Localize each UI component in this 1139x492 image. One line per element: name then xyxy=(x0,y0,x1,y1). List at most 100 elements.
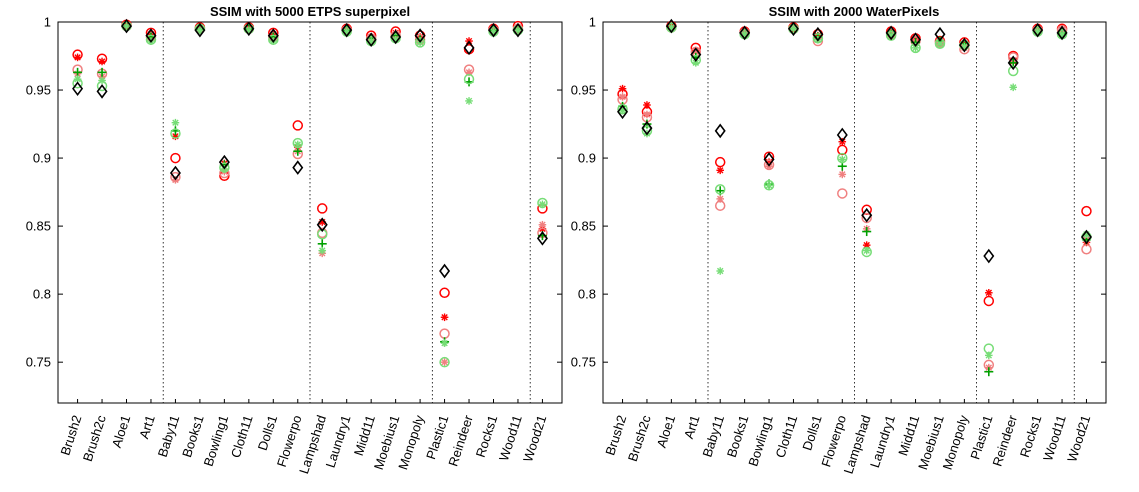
x-tick-label: Brush2 xyxy=(602,413,629,457)
data-point xyxy=(292,160,304,175)
data-point xyxy=(641,120,653,136)
data-point xyxy=(414,28,426,43)
data-point xyxy=(440,358,449,366)
x-tick-label: Rocks1 xyxy=(473,413,501,459)
chart-title: SSIM with 2000 WaterPixels xyxy=(769,4,940,19)
data-point xyxy=(196,26,204,34)
data-point xyxy=(934,26,946,42)
data-point xyxy=(716,166,725,175)
data-point xyxy=(911,44,920,52)
x-tick-label: Art1 xyxy=(136,413,158,440)
data-point xyxy=(787,21,799,37)
data-point xyxy=(414,37,426,48)
data-point xyxy=(665,18,677,34)
data-point xyxy=(984,351,993,360)
data-point xyxy=(618,84,627,93)
ssim-etps-chart: SSIM with 5000 ETPS superpixel 0.75 0.8 0.… xyxy=(26,4,563,476)
data-point xyxy=(536,231,548,246)
x-tick-label: Brush2c xyxy=(80,413,109,463)
data-point xyxy=(716,267,725,275)
data-point xyxy=(714,156,726,168)
y-tick-label: 1 xyxy=(589,15,596,30)
data-point xyxy=(763,180,775,191)
data-point xyxy=(862,246,871,255)
x-tick-label: Wood21 xyxy=(520,413,549,463)
data-point xyxy=(1081,243,1092,255)
data-point xyxy=(73,53,82,62)
data-point xyxy=(243,21,255,37)
data-point xyxy=(885,25,897,41)
data-point xyxy=(169,165,181,181)
y-tick-label: 0.8 xyxy=(578,287,596,302)
data-point xyxy=(145,28,157,43)
data-point xyxy=(618,93,627,101)
data-point xyxy=(1009,83,1018,92)
x-tick-label: Baby11 xyxy=(155,413,183,459)
data-point xyxy=(1081,205,1092,217)
x-tick-label: Dolls1 xyxy=(255,413,280,452)
data-point xyxy=(910,42,921,54)
y-tick-label: 0.85 xyxy=(571,219,596,234)
data-point xyxy=(218,154,230,170)
y-tick-label: 0.95 xyxy=(571,83,596,98)
data-point xyxy=(292,120,304,131)
y-tick-label: 0.9 xyxy=(33,151,51,166)
data-point xyxy=(440,339,449,347)
data-point xyxy=(439,328,450,339)
x-tick-label: Cloth11 xyxy=(228,413,256,459)
data-point xyxy=(838,155,847,164)
data-point xyxy=(837,188,848,199)
x-tick-label: Wood21 xyxy=(1064,413,1093,463)
data-point xyxy=(910,32,922,48)
data-point xyxy=(1032,22,1044,38)
data-point xyxy=(463,40,475,56)
x-tick-label: Midd11 xyxy=(351,413,378,457)
chart-title: SSIM with 5000 ETPS superpixel xyxy=(210,4,410,19)
data-point xyxy=(538,200,547,209)
data-point xyxy=(714,184,726,195)
x-tick-label: Plastic1 xyxy=(967,413,995,461)
data-point xyxy=(121,18,133,34)
data-point xyxy=(690,47,702,62)
data-point xyxy=(122,22,131,30)
data-point xyxy=(73,67,83,77)
data-point xyxy=(440,313,449,322)
ssim-waterpixels-chart: SSIM with 2000 WaterPixels 0.75 0.8 0.85 0.… xyxy=(571,4,1107,476)
data-point xyxy=(984,288,993,297)
x-tick-label: Brush2 xyxy=(57,413,84,457)
y-tick-label: 0.95 xyxy=(26,83,51,98)
data-point xyxy=(465,97,473,105)
x-tick-label: Rocks1 xyxy=(1017,413,1045,459)
data-point xyxy=(318,246,327,255)
data-point xyxy=(316,203,328,214)
data-point xyxy=(317,239,327,249)
data-point xyxy=(514,26,522,34)
data-point xyxy=(98,57,106,66)
data-point xyxy=(861,204,872,216)
data-point xyxy=(716,195,725,203)
data-point xyxy=(170,152,181,164)
data-point xyxy=(1007,55,1019,71)
data-point xyxy=(365,32,377,48)
data-point xyxy=(958,37,970,53)
y-tick-label: 0.85 xyxy=(26,219,51,234)
data-point xyxy=(439,287,450,299)
x-tick-label: Plastic1 xyxy=(423,413,451,461)
data-point xyxy=(862,227,872,237)
x-tick-label: Cloth11 xyxy=(772,413,800,459)
data-point xyxy=(390,29,402,45)
data-point xyxy=(463,73,475,85)
data-point xyxy=(1080,229,1092,245)
x-tick-label: Midd11 xyxy=(895,413,922,457)
data-point xyxy=(267,28,279,43)
x-tick-label: Art1 xyxy=(681,413,703,440)
y-tick-label: 0.75 xyxy=(571,355,596,370)
y-tick-label: 0.8 xyxy=(33,287,51,302)
data-point xyxy=(512,22,524,38)
data-point xyxy=(1056,25,1068,41)
y-tick-label: 0.9 xyxy=(578,151,596,166)
data-point xyxy=(739,25,751,41)
data-point xyxy=(763,152,775,167)
data-point xyxy=(72,81,84,97)
data-point xyxy=(439,356,450,368)
